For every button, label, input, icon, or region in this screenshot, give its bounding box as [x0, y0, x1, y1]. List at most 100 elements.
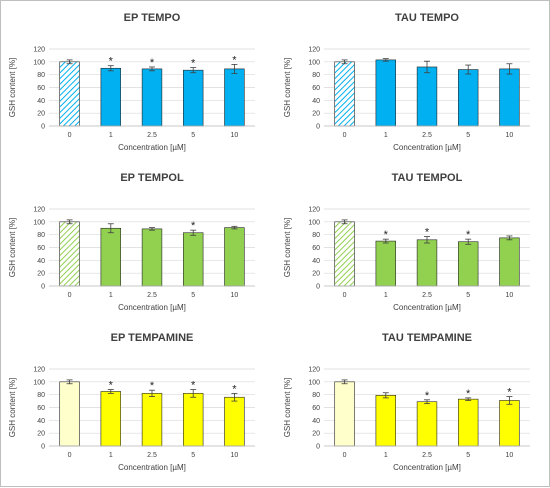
y-tick-label: 0: [41, 124, 45, 131]
x-tick-label: 10: [231, 292, 239, 299]
bar-10: [499, 400, 520, 447]
y-axis-label: GSH content [%]: [8, 378, 17, 438]
y-tick-label: 120: [308, 367, 320, 374]
significance-marker: *: [466, 388, 471, 400]
x-tick-label: 0: [68, 132, 72, 139]
chart-title: TAU TEMPO: [395, 12, 459, 24]
x-tick-label: 0: [343, 292, 347, 299]
y-tick-label: 120: [33, 207, 45, 214]
y-tick-label: 60: [312, 245, 320, 252]
significance-marker: *: [191, 380, 196, 392]
x-tick-label: 0: [68, 452, 72, 459]
y-axis-label: GSH content [%]: [283, 218, 292, 278]
y-tick-label: 120: [308, 47, 320, 54]
bar-5: [183, 393, 204, 447]
bar-2.5: [141, 228, 163, 287]
y-tick-label: 20: [37, 431, 45, 438]
chart-panel-2: EP TEMPOL 0 20 40 60 80 100 120 GSH content [%] 0…: [8, 172, 255, 312]
bar-1: [100, 227, 121, 287]
y-tick-label: 40: [312, 258, 320, 265]
x-tick-label: 2.5: [147, 132, 157, 139]
x-tick-label: 5: [466, 292, 470, 299]
x-tick-label: 1: [109, 132, 113, 139]
bar-10: [224, 68, 245, 127]
y-tick-label: 40: [312, 418, 320, 425]
bar-5: [183, 69, 204, 127]
y-tick-label: 0: [316, 444, 320, 451]
x-axis-label: Concentration [µM]: [393, 303, 461, 312]
x-tick-label: 1: [384, 292, 388, 299]
x-tick-label: 1: [109, 452, 113, 459]
bar-10: [224, 227, 245, 287]
y-tick-label: 100: [308, 59, 320, 66]
x-axis-label: Concentration [µM]: [118, 143, 186, 152]
x-tick-label: 10: [231, 132, 239, 139]
y-axis-label: GSH content [%]: [283, 58, 292, 118]
y-tick-label: 120: [33, 47, 45, 54]
x-tick-label: 1: [384, 452, 388, 459]
x-tick-label: 2.5: [147, 452, 157, 459]
y-tick-label: 20: [312, 111, 320, 118]
x-tick-label: 1: [384, 132, 388, 139]
y-tick-label: 80: [37, 72, 45, 79]
y-tick-label: 0: [41, 284, 45, 291]
y-tick-label: 40: [312, 98, 320, 105]
y-tick-label: 120: [308, 207, 320, 214]
y-axis-label: GSH content [%]: [8, 58, 17, 118]
y-tick-label: 40: [37, 258, 45, 265]
y-tick-label: 20: [312, 431, 320, 438]
y-axis-label: GSH content [%]: [8, 218, 17, 278]
bar-10: [499, 237, 520, 287]
y-tick-label: 80: [37, 232, 45, 239]
bar-0: [59, 221, 80, 287]
bar-5: [458, 241, 479, 287]
y-tick-label: 0: [316, 284, 320, 291]
x-tick-label: 2.5: [147, 292, 157, 299]
bar-2.5: [416, 239, 438, 287]
bar-2.5: [141, 393, 163, 447]
y-tick-label: 60: [312, 85, 320, 92]
x-tick-label: 1: [109, 292, 113, 299]
bar-0: [334, 61, 355, 127]
significance-marker: *: [191, 220, 196, 232]
significance-marker: *: [384, 229, 389, 241]
x-tick-label: 0: [343, 132, 347, 139]
significance-marker: *: [191, 58, 196, 70]
chart-title: EP TEMPOL: [120, 172, 184, 184]
x-axis-label: Concentration [µM]: [393, 463, 461, 472]
bar-5: [183, 232, 204, 287]
bar-1: [375, 395, 396, 447]
bar-0: [59, 61, 80, 127]
chart-panel-1: TAU TEMPO 0 20 40 60 80 100 120 GSH content [%] 0…: [283, 12, 530, 152]
x-tick-label: 10: [506, 292, 514, 299]
bar-1: [375, 240, 396, 287]
x-tick-label: 5: [191, 132, 195, 139]
significance-marker: *: [109, 56, 114, 68]
y-tick-label: 100: [308, 219, 320, 226]
y-tick-label: 100: [33, 59, 45, 66]
y-tick-label: 80: [312, 392, 320, 399]
x-tick-label: 5: [466, 452, 470, 459]
bar-10: [499, 68, 520, 127]
y-tick-label: 0: [41, 444, 45, 451]
bar-0: [334, 381, 355, 447]
x-tick-label: 5: [191, 292, 195, 299]
x-tick-label: 5: [466, 132, 470, 139]
y-tick-label: 60: [37, 245, 45, 252]
y-axis-label: GSH content [%]: [283, 378, 292, 438]
x-tick-label: 10: [506, 452, 514, 459]
bar-1: [100, 391, 121, 447]
bar-5: [458, 398, 479, 447]
significance-marker: *: [507, 387, 512, 399]
y-tick-label: 20: [312, 271, 320, 278]
chart-panel-0: EP TEMPO 0 20 40 60 80 100 120 GSH content [%] 0 *…: [8, 12, 255, 152]
bar-1: [375, 59, 396, 127]
significance-marker: *: [232, 383, 237, 395]
significance-marker: *: [425, 227, 430, 239]
y-tick-label: 20: [37, 111, 45, 118]
y-tick-label: 60: [37, 405, 45, 412]
x-axis-label: Concentration [µM]: [393, 143, 461, 152]
y-tick-label: 0: [316, 124, 320, 131]
